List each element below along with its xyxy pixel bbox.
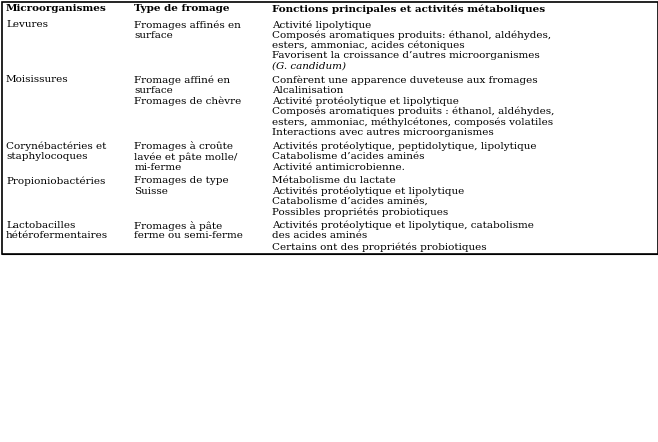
Text: Type de fromage: Type de fromage: [134, 4, 230, 13]
Text: surface: surface: [134, 86, 173, 95]
Text: Corynébactéries et: Corynébactéries et: [6, 141, 107, 151]
Bar: [268, 18, 658, 73]
Text: Activité lipolytique: Activité lipolytique: [272, 20, 372, 30]
Text: Catabolisme d’acides aminés: Catabolisme d’acides aminés: [272, 152, 425, 161]
Text: Activités protéolytique, peptidolytique, lipolytique: Activités protéolytique, peptidolytique,…: [272, 141, 537, 151]
Bar: [2, 174, 130, 219]
Text: Fromages affinés en: Fromages affinés en: [134, 20, 241, 30]
Text: Interactions avec autres microorganismes: Interactions avec autres microorganismes: [272, 128, 494, 137]
Text: mi-ferme: mi-ferme: [134, 163, 182, 171]
Text: Composés aromatiques produits : éthanol, aldéhydes,: Composés aromatiques produits : éthanol,…: [272, 107, 555, 117]
Bar: [2, 2, 658, 254]
Text: Fromages à pâte: Fromages à pâte: [134, 221, 222, 231]
Bar: [2, 73, 130, 140]
Bar: [268, 174, 658, 219]
Bar: [130, 174, 268, 219]
Text: Alcalinisation: Alcalinisation: [272, 86, 344, 95]
Text: Certains ont des propriétés probiotiques: Certains ont des propriétés probiotiques: [272, 242, 487, 251]
Text: Favorisent la croissance d’autres microorganismes: Favorisent la croissance d’autres microo…: [272, 52, 540, 61]
Bar: [268, 2, 658, 18]
Text: esters, ammoniac, acides cétoniques: esters, ammoniac, acides cétoniques: [272, 41, 465, 50]
Text: Catabolisme d’acides aminés,: Catabolisme d’acides aminés,: [272, 197, 428, 206]
Bar: [130, 73, 268, 140]
Bar: [268, 219, 658, 254]
Bar: [2, 219, 130, 254]
Text: staphylocoques: staphylocoques: [6, 152, 88, 161]
Bar: [130, 140, 268, 174]
Text: Fromages de chèvre: Fromages de chèvre: [134, 96, 241, 106]
Bar: [268, 140, 658, 174]
Text: Confèrent une apparence duveteuse aux fromages: Confèrent une apparence duveteuse aux fr…: [272, 76, 538, 85]
Bar: [130, 18, 268, 73]
Text: lavée et pâte molle/: lavée et pâte molle/: [134, 152, 238, 161]
Text: Levures: Levures: [6, 20, 48, 29]
Text: ferme ou semi-ferme: ferme ou semi-ferme: [134, 232, 243, 240]
Bar: [2, 18, 130, 73]
Bar: [268, 73, 658, 140]
Text: Composés aromatiques produits: éthanol, aldéhydes,: Composés aromatiques produits: éthanol, …: [272, 30, 551, 40]
Text: Activités protéolytique et lipolytique, catabolisme: Activités protéolytique et lipolytique, …: [272, 221, 534, 230]
Text: Fonctions principales et activités métaboliques: Fonctions principales et activités métab…: [272, 4, 545, 14]
Text: Activités protéolytique et lipolytique: Activités protéolytique et lipolytique: [272, 187, 465, 196]
Text: Possibles propriétés probiotiques: Possibles propriétés probiotiques: [272, 207, 449, 217]
Text: (G. candidum): (G. candidum): [272, 62, 347, 71]
Text: Suisse: Suisse: [134, 187, 168, 195]
Text: Fromages de type: Fromages de type: [134, 176, 229, 185]
Text: esters, ammoniac, méthylcétones, composés volatiles: esters, ammoniac, méthylcétones, composé…: [272, 118, 553, 127]
Text: Fromage affiné en: Fromage affiné en: [134, 76, 230, 85]
Text: Lactobacilles: Lactobacilles: [6, 221, 76, 230]
Bar: [130, 219, 268, 254]
Text: Propioniobactéries: Propioniobactéries: [6, 176, 105, 186]
Bar: [2, 2, 130, 18]
Text: Fromages à croûte: Fromages à croûte: [134, 141, 234, 151]
Text: Activité protéolytique et lipolytique: Activité protéolytique et lipolytique: [272, 96, 459, 106]
Text: Métabolisme du lactate: Métabolisme du lactate: [272, 176, 396, 185]
Text: hétérofermentaires: hétérofermentaires: [6, 232, 108, 240]
Bar: [2, 140, 130, 174]
Text: des acides aminés: des acides aminés: [272, 232, 368, 240]
Text: Activité antimicrobienne.: Activité antimicrobienne.: [272, 163, 405, 171]
Text: Moisissures: Moisissures: [6, 76, 68, 84]
Text: Microorganismes: Microorganismes: [6, 4, 107, 13]
Bar: [130, 2, 268, 18]
Text: surface: surface: [134, 30, 173, 39]
